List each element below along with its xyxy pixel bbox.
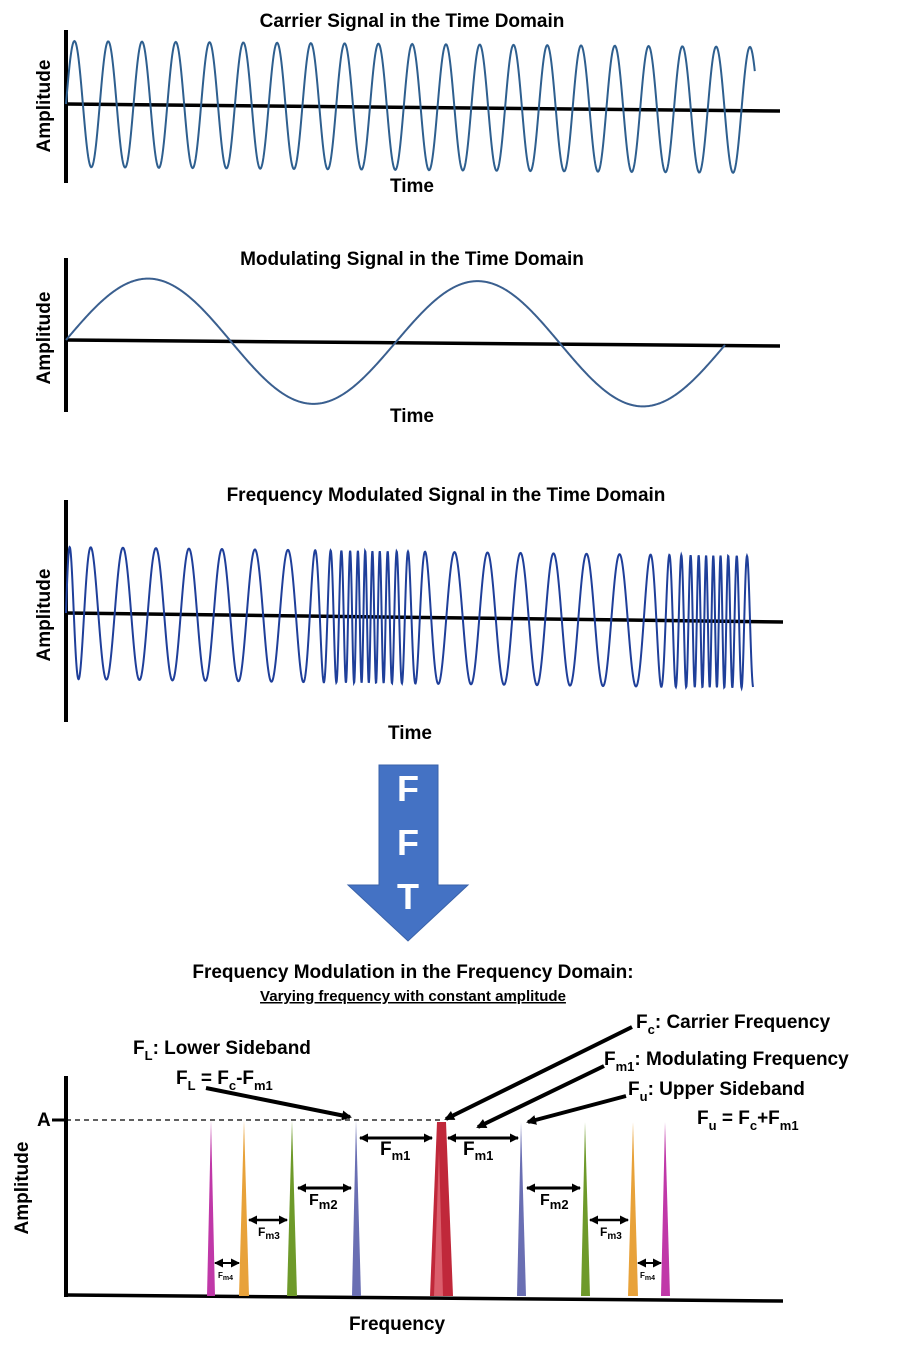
a-tick-label: A — [37, 1110, 51, 1131]
spacing-arrows — [214, 1133, 662, 1268]
spacing-label-fm1-left: Fm1 — [380, 1139, 410, 1163]
carrier-frequency-label: Fc: Carrier Frequency — [636, 1012, 831, 1037]
carrier-panel: Carrier Signal in the Time Domain Amplit… — [34, 11, 781, 197]
spacing-label-fm2-right: Fm2 — [540, 1192, 569, 1212]
spectrum-subtitle: Varying frequency with constant amplitud… — [260, 988, 566, 1005]
spectrum-x-axis — [65, 1293, 784, 1303]
carrier-ylabel: Amplitude — [34, 60, 55, 153]
spike-carrier-highlight — [434, 1150, 443, 1296]
modulating-panel: Modulating Signal in the Time Domain Amp… — [34, 249, 781, 427]
fft-arrow: F F T — [346, 764, 470, 942]
spacing-label-fm3-right: Fm3 — [600, 1225, 622, 1242]
upper-sideband-equation: Fu = Fc+Fm1 — [697, 1108, 799, 1133]
lower-sideband-label: FL: Lower Sideband — [133, 1038, 311, 1063]
lower-sideband-equation: FL = Fc-Fm1 — [176, 1068, 273, 1093]
modulating-xlabel: Time — [390, 406, 434, 427]
spike-second-lower — [287, 1120, 297, 1296]
lower-sideband-pointer — [205, 1086, 352, 1121]
fft-arrow-shape — [346, 764, 470, 942]
modulating-pointer — [476, 1064, 605, 1129]
spike-third-upper — [628, 1122, 638, 1296]
spacing-label-fm4-left: Fm4 — [218, 1271, 233, 1282]
upper-sideband-pointer — [526, 1094, 627, 1125]
spike-first-upper — [517, 1122, 526, 1296]
carrier-pointer — [444, 1025, 633, 1121]
spike-fourth-lower — [207, 1120, 215, 1296]
spectrum-title: Frequency Modulation in the Frequency Do… — [192, 962, 633, 983]
spectrum-xlabel: Frequency — [349, 1314, 446, 1335]
spacing-labels: Fm1 Fm1 Fm2 Fm2 Fm3 Fm3 Fm4 Fm4 — [218, 1139, 655, 1282]
carrier-title: Carrier Signal in the Time Domain — [260, 11, 565, 32]
modulating-x-axis — [65, 338, 781, 348]
spacing-label-fm3-left: Fm3 — [258, 1225, 280, 1242]
fm-wave — [65, 545, 754, 692]
modulating-ylabel: Amplitude — [34, 292, 55, 385]
fft-letter-2: F — [397, 822, 419, 863]
spike-fourth-upper — [661, 1122, 670, 1296]
spectrum-ylabel: Amplitude — [12, 1142, 33, 1235]
spike-third-lower — [239, 1120, 249, 1296]
spike-first-lower — [352, 1120, 361, 1296]
fm-title: Frequency Modulated Signal in the Time D… — [227, 485, 666, 506]
modulating-title: Modulating Signal in the Time Domain — [240, 249, 584, 270]
fft-letter-3: T — [397, 876, 419, 917]
fm-xlabel: Time — [388, 723, 432, 744]
spacing-label-fm4-right: Fm4 — [640, 1271, 655, 1282]
modulating-frequency-label: Fm1: Modulating Frequency — [604, 1049, 849, 1074]
spacing-label-fm2-left: Fm2 — [309, 1192, 338, 1212]
modulating-wave — [65, 277, 726, 408]
spike-second-upper — [581, 1122, 590, 1296]
fm-ylabel: Amplitude — [34, 569, 55, 662]
fft-letter-1: F — [397, 768, 419, 809]
fm-x-axis — [65, 611, 784, 624]
carrier-wave — [65, 39, 756, 174]
upper-sideband-label: Fu: Upper Sideband — [628, 1079, 805, 1104]
fm-panel: Frequency Modulated Signal in the Time D… — [34, 485, 784, 744]
spacing-label-fm1-right: Fm1 — [463, 1139, 493, 1163]
carrier-xlabel: Time — [390, 176, 434, 197]
spectrum-panel: Frequency Modulation in the Frequency Do… — [12, 962, 849, 1335]
spectral-lines — [207, 1120, 670, 1296]
